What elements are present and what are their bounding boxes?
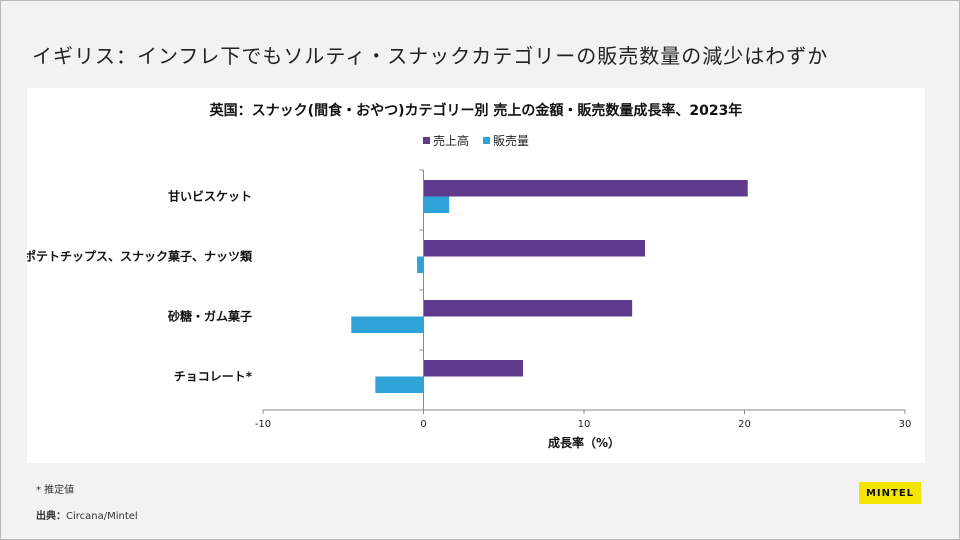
bars-group — [351, 180, 748, 393]
chart-title: 英国：スナック(間食・おやつ)カテゴリー別 売上の金額・販売数量成長率、2023… — [209, 103, 743, 119]
bar-sales-volume-0 — [423, 196, 450, 213]
legend-item-sales-volume: 販売量 — [483, 132, 529, 149]
category-label-3: チョコレート* — [174, 370, 253, 384]
bar-sales-volume-1 — [417, 256, 424, 273]
source-value: Circana/Mintel — [66, 511, 138, 522]
x-axis-title: 成長率（%） — [548, 435, 620, 450]
source-note: 出典：Circana/Mintel — [36, 507, 138, 522]
legend-swatch-sales-volume — [483, 137, 490, 144]
bar-sales-volume-2 — [351, 316, 424, 333]
category-label-2: 砂糖・ガム菓子 — [167, 309, 252, 324]
chart-legend: 売上高 販売量 — [27, 132, 925, 149]
bar-sales-value-1 — [423, 240, 645, 257]
mintel-logo: MINTEL — [859, 482, 921, 504]
bar-sales-value-0 — [423, 180, 748, 197]
bar-chart: -10 0 10 20 30 甘いビスケットポテトチップス、スナック菓子、ナッツ類砂糖・… — [27, 169, 912, 450]
legend-swatch-sales-value — [422, 137, 430, 144]
bar-sales-value-2 — [423, 300, 633, 317]
footnote: * 推定値 — [36, 485, 75, 496]
category-ticks-group — [419, 169, 424, 411]
chart-panel: 英国：スナック(間食・おやつ)カテゴリー別 売上の金額・販売数量成長率、2023… — [27, 88, 925, 463]
x-tick-label-3: 20 — [738, 419, 751, 430]
x-tick-label-1: 0 — [420, 419, 426, 430]
category-label-0: 甘いビスケット — [168, 189, 252, 204]
x-tick-label-0: -10 — [255, 419, 271, 430]
legend-item-sales-value: 売上高 — [422, 132, 469, 149]
slide-title: イギリス：インフレ下でもソルティ・スナックカテゴリーの販売数量の減少はわずか — [32, 44, 829, 68]
bar-sales-volume-3 — [375, 376, 424, 393]
x-ticks-group: -10 0 10 20 30 — [255, 410, 912, 430]
legend-label-sales-value: 売上高 — [432, 134, 469, 148]
x-tick-label-4: 30 — [899, 419, 912, 430]
x-tick-label-2: 10 — [578, 419, 591, 430]
category-label-1: ポテトチップス、スナック菓子、ナッツ類 — [27, 249, 253, 264]
bar-sales-value-3 — [423, 360, 524, 377]
source-label: 出典： — [36, 511, 66, 522]
legend-label-sales-volume: 販売量 — [493, 134, 530, 148]
